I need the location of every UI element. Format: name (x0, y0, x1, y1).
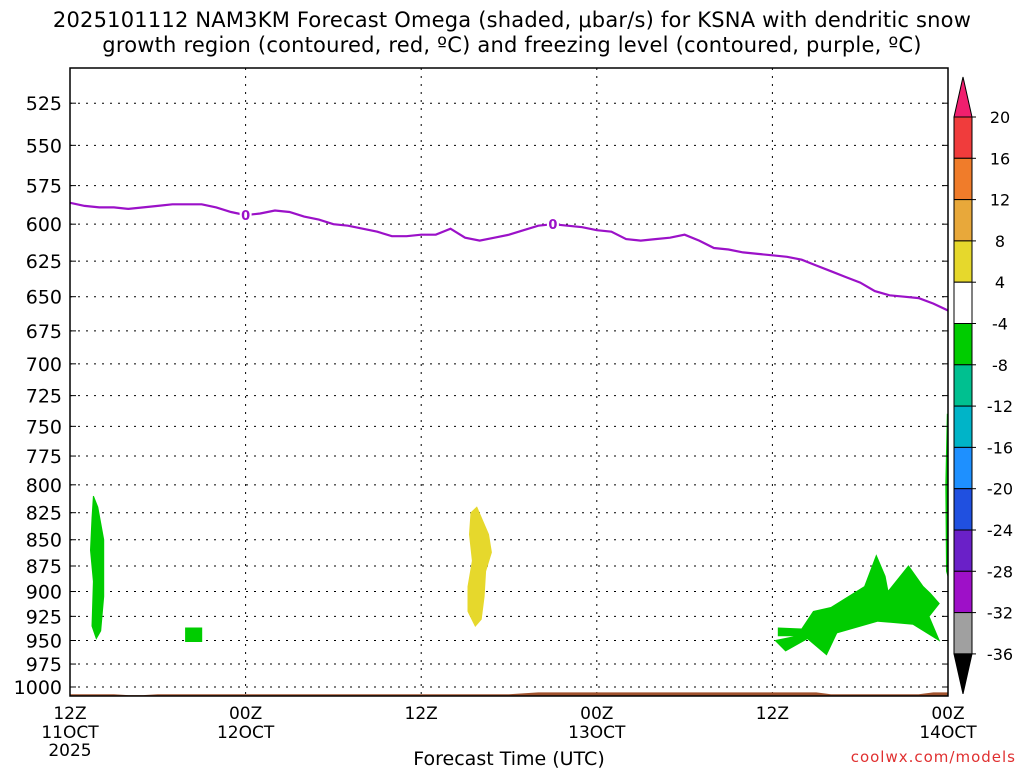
y-tick-label-600: 600 (26, 214, 62, 236)
omega-region-0 (89, 495, 105, 640)
omega-region-1 (185, 627, 203, 642)
x-tick-label-1: 00Z (229, 704, 262, 724)
x-tick-date-1: 12OCT (217, 723, 275, 743)
y-tick-label-775: 775 (26, 446, 62, 468)
freezing-level-line (70, 201, 948, 312)
colorbar-segment-10 (953, 529, 973, 572)
colorbar-label-3: 8 (995, 232, 1005, 251)
colorbar-segment-12 (953, 612, 973, 655)
chart-title-line-1: 2025101112 NAM3KM Forecast Omega (shaded… (52, 8, 972, 32)
x-tick-label-0: 12Z (53, 704, 86, 724)
colorbar-segment-4 (953, 281, 973, 325)
y-tick-label-925: 925 (26, 606, 62, 628)
omega-region-2 (467, 506, 492, 627)
y-tick-label-550: 550 (26, 135, 62, 157)
y-tick-label-525: 525 (26, 93, 62, 115)
y-tick-label-800: 800 (26, 475, 62, 497)
colorbar-label-1: 16 (990, 149, 1010, 168)
colorbar-label-12: -32 (987, 604, 1013, 623)
y-tick-label-700: 700 (26, 354, 62, 376)
contour-label-bg-33 (546, 216, 559, 232)
credit-text: coolwx.com/models (851, 748, 1016, 766)
freezing-level-contour: 00 (70, 201, 948, 312)
colorbar-segment-2 (953, 199, 973, 242)
colorbar-label-8: -16 (987, 438, 1013, 457)
colorbar-label-6: -8 (992, 356, 1008, 375)
colorbar-top-arrow (953, 76, 973, 118)
y-tick-label-1000: 1000 (14, 677, 62, 699)
contour-label-bg-12 (239, 207, 252, 223)
colorbar-label-5: -4 (992, 315, 1008, 334)
y-tick-label-575: 575 (26, 176, 62, 198)
x-tick-year-0: 2025 (48, 741, 91, 761)
colorbar-segment-3 (953, 240, 973, 283)
x-tick-date-3: 13OCT (568, 723, 626, 743)
y-tick-label-725: 725 (26, 386, 62, 408)
colorbar: 20 16 12 8 4 -4 -8 -12 -16 -20 -24 -28 -32 -36 (953, 76, 1013, 695)
plot-frame (69, 67, 949, 697)
colorbar-bottom-arrow (953, 653, 973, 695)
x-tick-date-0: 11OCT (41, 723, 99, 743)
colorbar-label-0: 20 (990, 108, 1010, 127)
y-tick-label-750: 750 (26, 416, 62, 438)
y-tick-label-950: 950 (26, 631, 62, 653)
colorbar-segment-0 (953, 116, 973, 159)
y-tick-label-975: 975 (26, 654, 62, 676)
colorbar-label-11: -28 (987, 562, 1013, 581)
chart-title-line-2: growth region (contoured, red, ºC) and f… (102, 33, 922, 57)
y-tick-label-625: 625 (26, 251, 62, 273)
colorbar-label-7: -12 (987, 397, 1013, 416)
x-tick-label-2: 12Z (405, 704, 438, 724)
y-axis-ticks: 525 550 575 600 625 650 675 700 725 750 775 800 825 8… (14, 93, 948, 699)
y-tick-label-875: 875 (26, 556, 62, 578)
colorbar-segment-5 (953, 323, 973, 366)
colorbar-label-2: 12 (990, 191, 1010, 210)
colorbar-segment-7 (953, 405, 973, 448)
contour-label-12: 0 (241, 209, 250, 224)
colorbar-label-13: -36 (987, 645, 1013, 664)
terrain-fill (70, 692, 948, 696)
x-tick-label-4: 12Z (756, 704, 789, 724)
y-tick-label-675: 675 (26, 321, 62, 343)
y-tick-label-900: 900 (26, 582, 62, 604)
y-tick-label-650: 650 (26, 287, 62, 309)
contour-label-33: 0 (548, 218, 557, 233)
x-tick-date-5: 14OCT (919, 723, 977, 743)
colorbar-label-9: -20 (987, 480, 1013, 499)
y-tick-label-850: 850 (26, 530, 62, 552)
grid-lines (70, 68, 948, 696)
colorbar-segment-6 (953, 364, 973, 407)
colorbar-label-4: 4 (995, 273, 1005, 292)
colorbar-segment-8 (953, 446, 973, 490)
colorbar-label-10: -24 (987, 521, 1013, 540)
y-tick-label-825: 825 (26, 503, 62, 525)
x-tick-label-3: 00Z (580, 704, 613, 724)
terrain-polygon (70, 692, 948, 696)
colorbar-segment-1 (953, 157, 973, 201)
x-tick-label-5: 00Z (931, 704, 964, 724)
x-axis-title: Forecast Time (UTC) (413, 748, 604, 768)
colorbar-segment-11 (953, 570, 973, 614)
omega-region-3 (774, 554, 941, 656)
colorbar-segment-9 (953, 488, 973, 531)
omega-shading (89, 413, 948, 656)
